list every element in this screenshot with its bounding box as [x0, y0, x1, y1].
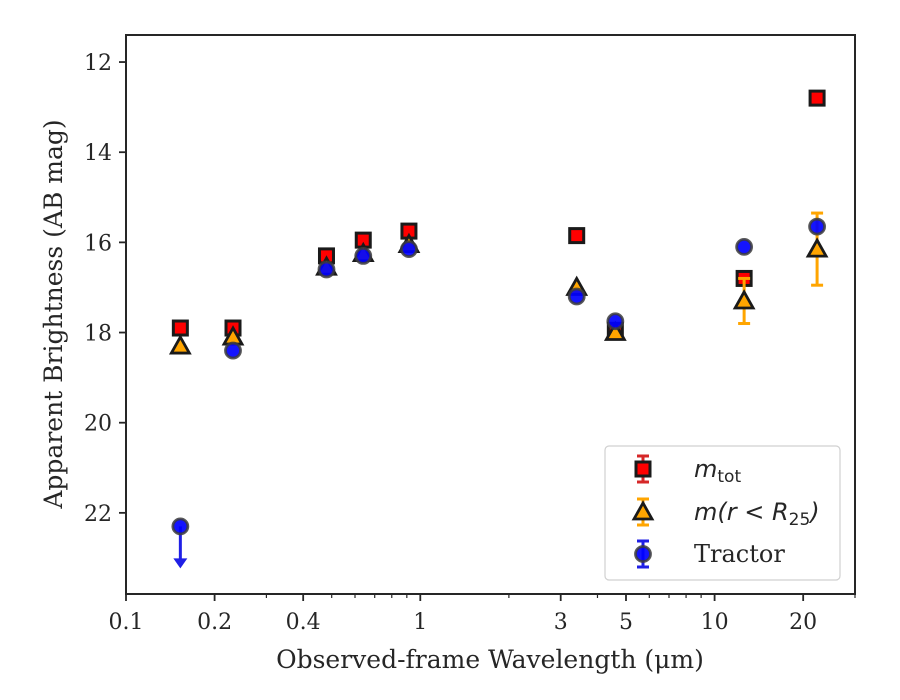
- x-tick-label: 3: [554, 610, 568, 635]
- tractor-point: [224, 341, 242, 360]
- tractor-point: [808, 217, 826, 236]
- tractor-point: [317, 260, 336, 279]
- mr25-point: [805, 237, 829, 258]
- legend-label-main: m(r < R: [694, 498, 789, 526]
- legend: mtot m(r < R25) Tractor: [604, 445, 841, 581]
- mtot-point: [171, 319, 189, 337]
- x-tick-label: 10: [701, 610, 729, 635]
- mr25-point: [168, 334, 192, 355]
- x-tick-label: 20: [789, 610, 817, 635]
- x-axis: 0.1 0.2 0.4 1 3 5 10 20: [109, 594, 856, 635]
- x-tick-label: 1: [413, 610, 427, 635]
- legend-label: Tractor: [694, 540, 785, 568]
- mr25-point: [732, 289, 756, 310]
- legend-label: m(r < R25): [694, 498, 820, 530]
- x-tick-label: 0.4: [286, 610, 321, 635]
- data-marks: [168, 89, 829, 569]
- y-tick-label: 22: [84, 502, 112, 527]
- tractor-point: [171, 517, 190, 536]
- legend-marker: [631, 500, 655, 521]
- y-tick-label: 20: [84, 412, 112, 437]
- legend-label-tail: ): [808, 498, 819, 526]
- tractor-point: [735, 237, 754, 256]
- x-tick-label: 5: [619, 610, 633, 635]
- y-axis: 12 14 16 18 20 22: [84, 51, 126, 527]
- y-axis-label: Apparent Brightness (AB mag): [39, 119, 68, 509]
- tractor-point: [606, 312, 625, 331]
- x-tick-label: 0.2: [197, 610, 232, 635]
- x-tick-label: 0.1: [109, 610, 144, 635]
- legend-marker: [634, 545, 652, 563]
- y-tick-label: 12: [84, 51, 112, 76]
- tractor-point: [400, 240, 418, 259]
- mtot-point: [568, 227, 586, 245]
- legend-label-main: m: [694, 455, 717, 483]
- legend-label-sub: tot: [717, 467, 741, 487]
- legend-marker: [634, 460, 652, 478]
- x-axis-label: Observed-frame Wavelength (μm): [276, 645, 704, 674]
- y-tick-label: 16: [84, 231, 112, 256]
- tractor-point: [354, 246, 373, 265]
- tractor-point: [567, 287, 586, 306]
- y-tick-label: 18: [84, 322, 112, 347]
- legend-label-sub: 25: [789, 510, 811, 530]
- upper-limit-arrowhead: [173, 558, 188, 569]
- legend-label: mtot: [694, 455, 741, 487]
- y-tick-label: 14: [84, 141, 112, 166]
- mtot-point: [808, 89, 826, 107]
- legend-frame: [604, 445, 841, 581]
- mr25-point: [603, 320, 627, 341]
